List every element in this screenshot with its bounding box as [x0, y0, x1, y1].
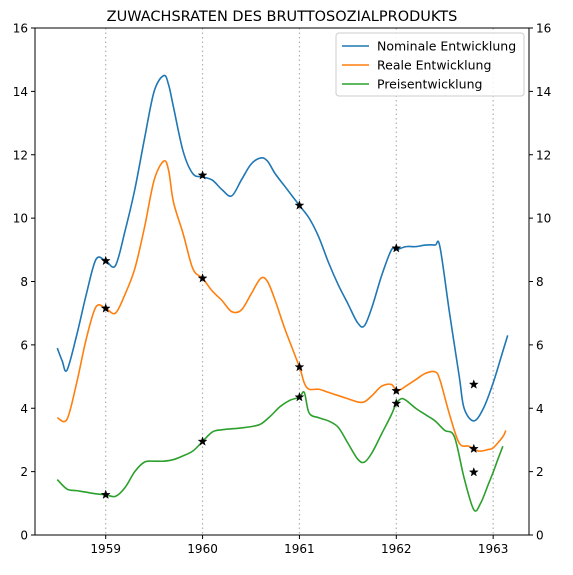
y-tick-label-left: 8	[20, 275, 28, 289]
y-tick-label-left: 0	[20, 529, 28, 543]
x-tick-label: 1963	[478, 542, 509, 556]
star-marker	[197, 273, 208, 283]
star-marker	[468, 379, 479, 389]
y-tick-label-left: 2	[20, 465, 28, 479]
y-tick-label-right: 8	[536, 275, 544, 289]
y-tick-label-right: 0	[536, 529, 544, 543]
y-tick-label-right: 12	[536, 148, 551, 162]
y-tick-label-right: 4	[536, 402, 544, 416]
star-marker	[391, 243, 402, 253]
y-tick-label-left: 16	[13, 22, 28, 36]
y-tick-label-right: 14	[536, 85, 551, 99]
star-marker	[294, 361, 305, 372]
series-line-nominale-entwicklung	[56, 74, 509, 422]
chart-title: ZUWACHSRATEN DES BRUTTOSOZIALPRODUKTS	[107, 9, 458, 25]
y-tick-label-left: 10	[13, 212, 28, 226]
x-tick-label: 1959	[90, 542, 121, 556]
legend-box	[335, 32, 525, 97]
star-marker	[468, 467, 479, 477]
star-marker	[197, 170, 208, 180]
y-tick-label-right: 2	[536, 465, 544, 479]
grid-lines	[105, 28, 494, 535]
y-tick-label-right: 16	[536, 22, 551, 36]
legend-label-preisentwicklung: Preisentwicklung	[377, 77, 482, 92]
x-tick-label: 1961	[284, 542, 315, 556]
star-marker	[100, 303, 111, 313]
star-marker	[100, 489, 111, 499]
legend-label-nominale-entwicklung: Nominale Entwicklung	[377, 39, 516, 54]
star-markers	[100, 170, 479, 499]
star-marker	[100, 255, 111, 266]
axes: 1959 1960 1961 1962 1963 0 0 2 2 4 4 6 6 8 8 10 10 12 12 14…	[13, 22, 552, 557]
star-marker	[468, 443, 479, 454]
legend: Nominale Entwicklung Reale Entwicklung Pre…	[335, 32, 525, 97]
star-marker	[197, 436, 208, 446]
y-tick-label-left: 12	[13, 148, 28, 162]
star-marker	[391, 385, 402, 396]
x-tick-label: 1962	[381, 542, 412, 556]
star-marker	[294, 391, 305, 402]
y-tick-label-right: 6	[536, 338, 544, 352]
legend-label-reale-entwicklung: Reale Entwicklung	[377, 58, 491, 73]
series-line-preisentwicklung	[56, 391, 504, 512]
x-tick-label: 1960	[187, 542, 218, 556]
y-tick-label-left: 4	[20, 402, 28, 416]
star-marker	[391, 398, 402, 408]
y-tick-label-right: 10	[536, 212, 551, 226]
star-marker	[294, 200, 305, 210]
y-tick-label-left: 14	[13, 85, 28, 99]
y-tick-label-left: 6	[20, 338, 28, 352]
